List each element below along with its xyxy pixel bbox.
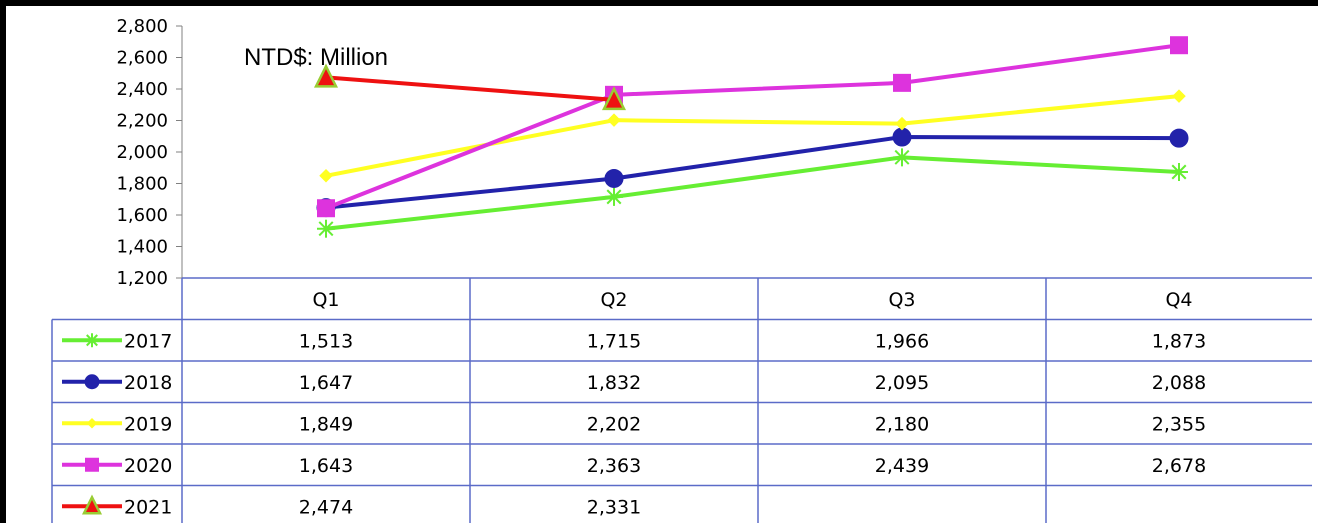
series-line-2019 (325, 94, 1180, 178)
table-cell-value: 1,832 (587, 372, 641, 394)
category-label: Q3 (888, 289, 915, 311)
table-cell-value: 1,873 (1152, 330, 1206, 352)
table-cell-value: 2,180 (875, 413, 929, 435)
legend-key-marker-2017 (85, 333, 99, 348)
legend-label-2019: 2019 (124, 413, 172, 435)
table-cell-value: 2,474 (299, 496, 353, 518)
table-cell-value: 1,513 (299, 330, 353, 352)
table-cell-value: 1,715 (587, 330, 641, 352)
table-cell-value: 1,966 (875, 330, 929, 352)
table-cell-value: 1,849 (299, 413, 353, 435)
table-cell-value: 1,647 (299, 372, 353, 394)
table-cell-value: 2,363 (587, 455, 641, 477)
legend-key-marker-2020 (85, 457, 99, 472)
y-tick-label: 1,400 (116, 237, 168, 258)
y-tick-label: 2,200 (116, 111, 168, 132)
table-cell-value: 2,095 (875, 372, 929, 394)
y-tick-label: 1,800 (116, 174, 168, 195)
table-cell-value: 1,643 (299, 455, 353, 477)
legend-label-2021: 2021 (124, 496, 172, 518)
series-line-2018 (325, 135, 1180, 210)
series-line-2017 (325, 155, 1180, 231)
data-point-2017 (317, 219, 335, 238)
data-point-2018 (1169, 128, 1189, 148)
data-point-2017 (1170, 163, 1188, 182)
category-label: Q2 (600, 289, 627, 311)
data-point-2017 (893, 148, 911, 167)
data-point-2019 (607, 113, 621, 127)
data-point-2019 (895, 116, 909, 131)
legend-label-2018: 2018 (124, 372, 172, 394)
legend-label-2017: 2017 (124, 330, 172, 352)
legend-label-2020: 2020 (124, 455, 172, 477)
y-tick-label: 1,600 (116, 205, 168, 226)
category-label: Q1 (312, 289, 339, 311)
table-cell-value: 2,088 (1152, 372, 1206, 394)
data-point-2021 (601, 86, 627, 111)
data-point-2021 (313, 63, 339, 88)
y-tick-label: 2,000 (116, 142, 168, 163)
data-point-2018 (604, 168, 624, 188)
table-cell-value: 2,202 (587, 413, 641, 435)
data-point-2020 (893, 73, 911, 92)
legend-key-marker-2021 (81, 494, 103, 515)
data-point-2020 (1170, 36, 1188, 55)
unit-label: NTD$: Million (244, 44, 388, 71)
data-point-2020 (317, 199, 335, 218)
data-point-2017 (605, 187, 623, 206)
legend-key-marker-2019 (86, 418, 98, 429)
data-point-2018 (892, 127, 912, 147)
series-line-2021 (325, 75, 615, 102)
legend-key-marker-2018 (84, 374, 100, 390)
table-cell-value: 2,331 (587, 496, 641, 518)
table-cell-value: 2,355 (1152, 413, 1206, 435)
data-point-2019 (1172, 89, 1186, 103)
table-cell-value: 2,439 (875, 455, 929, 477)
y-tick-label: 1,200 (116, 268, 168, 289)
table-cell-value: 2,678 (1152, 455, 1206, 477)
y-tick-label: 2,400 (116, 79, 168, 100)
series-line-2020 (325, 43, 1180, 211)
y-tick-label: 2,800 (116, 16, 168, 37)
data-point-2019 (319, 169, 333, 183)
y-tick-label: 2,600 (116, 48, 168, 69)
category-label: Q4 (1165, 289, 1192, 311)
